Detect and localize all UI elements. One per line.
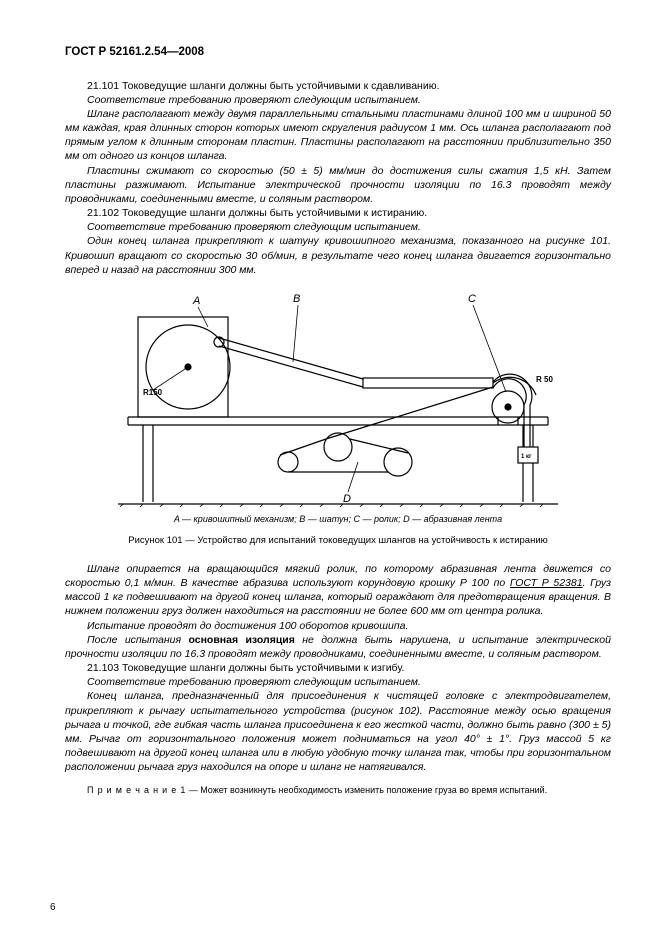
para-100rev: Испытание проводят до достижения 100 обо… [65, 619, 611, 633]
para-after-test: После испытания основная изоляция не дол… [65, 633, 611, 661]
fig-label-d: D [343, 493, 351, 505]
para-21-103: 21.103 Токоведущие шланги должны быть ус… [65, 661, 611, 675]
figure-101-legend: A — кривошипный механизм; B — шатун; C —… [65, 513, 611, 525]
note-text: — Может возникнуть необходимость изменит… [186, 785, 547, 795]
fig-r150: R150 [143, 388, 163, 397]
doc-header: ГОСТ Р 52161.2.54—2008 [65, 45, 611, 61]
para-21-101: 21.101 Токоведущие шланги должны быть ус… [65, 79, 611, 93]
para-crank: Один конец шланга прикрепляют к шатуну к… [65, 234, 611, 277]
fig-label-c: C [468, 293, 476, 305]
fig-label-b: B [293, 293, 300, 305]
para-plates: Шланг располагают между двумя параллельн… [65, 107, 611, 164]
note-1: П р и м е ч а н и е 1 — Может возникнуть… [65, 784, 611, 796]
page-number: 6 [50, 901, 56, 915]
para-lever: Конец шланга, предназначенный для присое… [65, 689, 611, 774]
para-check-3: Соответствие требованию проверяют следую… [65, 675, 611, 689]
figure-101: A B C D R150 R 50 1 кг A — кривошипный м… [65, 287, 611, 548]
para-21-102: 21.102 Токоведущие шланги должны быть ус… [65, 206, 611, 220]
gost-link[interactable]: ГОСТ Р 52381 [510, 577, 583, 589]
term-main-insulation: основная изоляция [188, 634, 294, 646]
fig-weight: 1 кг [521, 454, 532, 460]
para-compress: Пластины сжимают со скоростью (50 ± 5) м… [65, 164, 611, 207]
para-check-2: Соответствие требованию проверяют следую… [65, 220, 611, 234]
figure-101-title: Рисунок 101 — Устройство для испытаний т… [65, 535, 611, 548]
para-after-a: После испытания [87, 634, 188, 646]
figure-101-svg: A B C D R150 R 50 1 кг [88, 287, 588, 507]
note-label: П р и м е ч а н и е 1 [87, 785, 186, 795]
fig-r50: R 50 [536, 375, 553, 384]
para-check-1: Соответствие требованию проверяют следую… [65, 93, 611, 107]
fig-label-a: A [192, 295, 200, 307]
para-roller: Шланг опирается на вращающийся мягкий ро… [65, 562, 611, 619]
page: ГОСТ Р 52161.2.54—2008 21.101 Токоведущи… [0, 0, 661, 936]
